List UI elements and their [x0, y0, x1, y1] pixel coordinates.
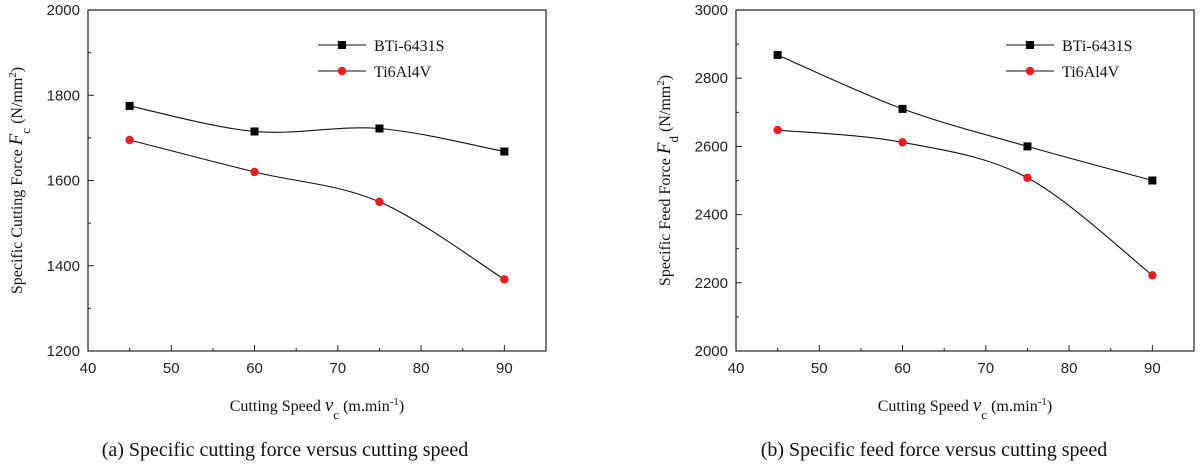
data-point [375, 197, 384, 207]
series-Ti6Al4V [125, 135, 509, 284]
x-tick-label: 60 [894, 360, 911, 377]
figure-caption: (b) Specific feed force versus cutting s… [761, 439, 1108, 461]
y-tick-label: 2200 [695, 275, 728, 292]
figure-caption: (a) Specific cutting force versus cuttin… [102, 439, 469, 461]
x-axis-title: Cutting Speed vc (m.min-1) [878, 395, 1053, 422]
y-tick-label: 2400 [695, 207, 728, 224]
y-tick-label: 3000 [695, 2, 728, 19]
legend-label: Ti6Al4V [1062, 64, 1120, 81]
data-point [500, 275, 509, 284]
data-point [1148, 271, 1157, 280]
series-line [129, 139, 505, 280]
data-point [125, 135, 134, 145]
data-point [1023, 142, 1032, 151]
legend-label: BTi-6431S [1062, 38, 1133, 55]
data-point [250, 127, 259, 136]
series-BTi-6431S [125, 101, 509, 156]
y-axis-title: Specific Feed Force Fd (N/mm2) [654, 75, 681, 286]
data-point [898, 138, 907, 147]
y-tick-label: 1400 [47, 258, 80, 275]
series-line [129, 105, 505, 153]
data-point [375, 124, 384, 133]
data-point [773, 51, 782, 60]
x-tick-label: 50 [163, 360, 180, 377]
x-tick-label: 60 [246, 360, 263, 377]
data-point [125, 101, 134, 110]
x-tick-label: 80 [413, 360, 430, 377]
y-tick-label: 2000 [47, 2, 80, 19]
x-tick-label: 90 [1144, 360, 1161, 377]
data-point [898, 104, 907, 113]
series-line [777, 54, 1153, 182]
chart-panel-a: 40 50 60 70 80 90 1200 1400 1600 1800 2000 Cutting … [6, 2, 547, 461]
y-tick-label: 2800 [695, 70, 728, 87]
y-tick-label: 2600 [695, 138, 728, 155]
series-BTi-6431S [773, 51, 1157, 185]
plot-frame [87, 9, 547, 352]
x-axis-title: Cutting Speed vc (m.min-1) [230, 395, 405, 422]
y-tick-label: 2000 [695, 343, 728, 360]
legend-marker [338, 41, 346, 49]
x-tick-label: 70 [977, 360, 994, 377]
data-point [250, 167, 259, 177]
series-line [777, 129, 1153, 276]
legend-marker [1026, 41, 1034, 49]
x-tick-label: 90 [496, 360, 513, 377]
x-tick-label: 80 [1061, 360, 1078, 377]
x-tick-label: 50 [811, 360, 828, 377]
series-Ti6Al4V [773, 125, 1157, 280]
plot-frame [735, 9, 1195, 352]
data-point [1023, 173, 1032, 182]
y-tick-label: 1800 [47, 87, 80, 104]
y-axis-title: Specific Cutting Force Fc (N/mm2) [6, 67, 33, 294]
legend-label: BTi-6431S [374, 38, 445, 55]
x-tick-label: 70 [329, 360, 346, 377]
y-tick-label: 1600 [47, 173, 80, 190]
chart-panel-b: 40 50 60 70 80 90 2000 2200 2400 2600 2800 3000 Cutt… [654, 2, 1195, 461]
legend-marker [1025, 66, 1035, 76]
y-tick-label: 1200 [47, 343, 80, 360]
data-point [500, 147, 509, 156]
data-point [1148, 176, 1157, 185]
x-tick-label: 40 [728, 360, 745, 377]
data-point [773, 125, 782, 135]
legend-label: Ti6Al4V [374, 64, 432, 81]
legend-marker [337, 66, 347, 76]
x-tick-label: 40 [80, 360, 97, 377]
